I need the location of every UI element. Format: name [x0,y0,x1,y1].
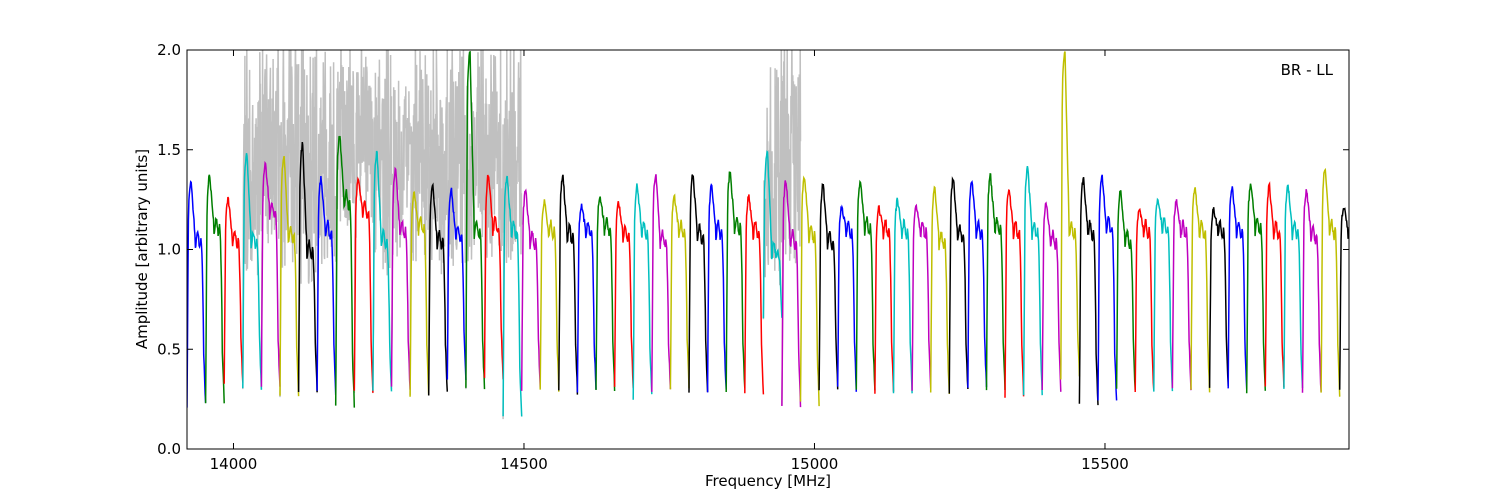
series-line-44 [1004,189,1025,398]
series-line-45 [1022,165,1043,396]
series-line-38 [892,197,913,394]
x-tick-label: 14000 [210,455,258,473]
series-line-54 [1190,187,1211,393]
series-line-8 [334,135,356,408]
series-line-48 [1078,176,1099,406]
series-line-40 [929,185,951,395]
series-line-30 [744,194,765,395]
series-line-7 [316,176,337,396]
flagged-trace-9 [353,50,374,394]
series-line-29 [725,171,746,393]
flagged-trace-13 [427,50,449,394]
flagged-trace-16 [483,50,504,380]
series-line-49 [1097,174,1118,401]
series-line-23 [613,201,634,389]
series-line-43 [985,172,1006,391]
series-line-55 [1208,207,1229,388]
flagged-trace-6 [297,50,318,394]
series-line-2 [223,196,244,384]
x-tick-label: 15000 [791,455,839,473]
series-line-14 [446,187,467,381]
series-line-52 [1153,197,1174,392]
series-line-15 [465,50,486,390]
series-line-3 [242,153,263,390]
series-line-0 [187,180,207,408]
flagged-trace-10 [372,50,393,394]
y-tick-label: 1.5 [157,141,181,159]
series-line-28 [706,183,727,393]
series-line-25 [651,174,672,392]
flagged-trace-14 [446,50,467,380]
series-line-24 [632,183,653,400]
series-line-32 [781,180,802,408]
series-line-42 [967,180,988,388]
ticks-layer: 14000 14500 15000 15500 0.0 0.5 1.0 1.5 2.0 [157,41,1349,473]
flagged-trace-4 [260,50,281,390]
baseline-annotation: BR - LL [1281,61,1334,79]
series-line-17 [502,175,523,417]
y-axis-label: Amplitude [arbitrary units] [133,149,151,349]
flagged-trace-5 [279,50,300,398]
series-line-10 [372,150,393,392]
series-line-27 [688,174,709,393]
y-tick-label: 0.0 [157,440,181,458]
series-line-26 [669,193,690,390]
series-line-9 [353,176,374,393]
x-tick-label: 14500 [500,455,548,473]
series-line-34 [818,182,839,391]
series-line-19 [539,199,560,392]
flagged-trace-15 [465,50,486,390]
series-line-39 [911,203,932,391]
series-line-51 [1134,207,1155,393]
series-line-62 [1338,207,1349,390]
series-line-47 [1060,51,1081,380]
y-tick-label: 1.0 [157,241,181,259]
series-line-61 [1320,167,1341,397]
flagged-trace-17 [502,50,523,420]
x-tick-label: 15500 [1081,455,1129,473]
series-line-60 [1301,189,1322,393]
series-line-50 [1115,190,1136,391]
flagged-trace-7 [316,51,337,394]
series-line-18 [520,188,541,391]
series-line-22 [595,196,616,392]
y-tick-label: 2.0 [157,41,181,59]
series-line-20 [558,174,579,395]
series-line-31 [762,150,783,319]
series-line-46 [1041,201,1062,392]
series-line-1 [204,174,225,404]
series-line-36 [855,179,876,391]
series-line-57 [1245,183,1267,394]
series-line-16 [483,174,504,380]
series-line-13 [427,182,449,396]
series-line-35 [836,204,858,392]
series-line-11 [390,166,411,390]
series-line-59 [1283,184,1304,389]
series-line-21 [576,203,597,393]
series-line-5 [279,155,300,397]
series-layer [187,50,1349,420]
y-tick-label: 0.5 [157,340,181,358]
series-line-4 [260,160,281,387]
flagged-trace-32 [781,50,802,406]
series-line-33 [799,175,820,407]
series-line-41 [948,176,969,394]
series-line-37 [874,205,895,394]
series-line-58 [1264,181,1285,388]
series-line-12 [409,191,430,397]
series-line-53 [1171,199,1192,391]
series-line-6 [297,141,318,393]
series-line-56 [1227,186,1248,389]
x-axis-label: Frequency [MHz] [705,472,831,490]
